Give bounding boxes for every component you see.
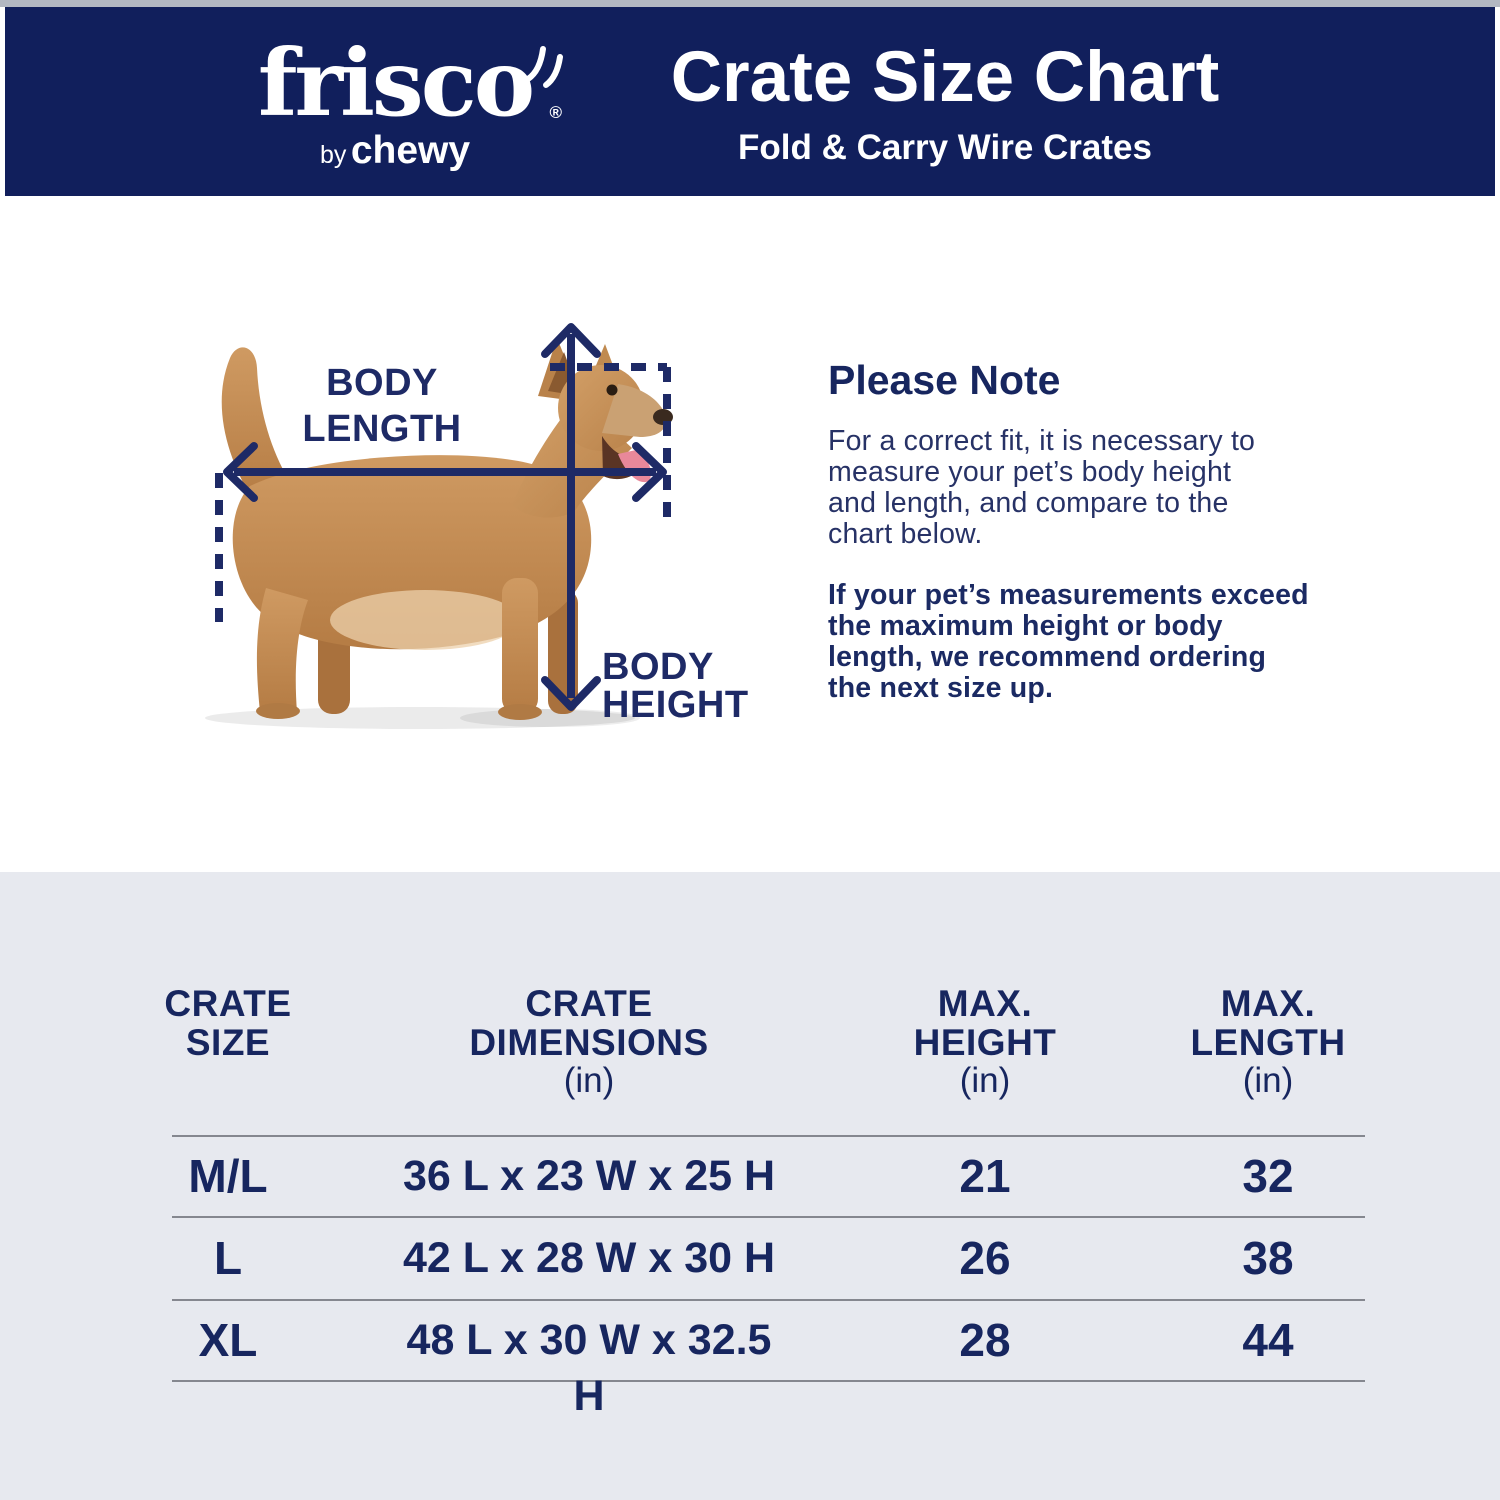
row1-max-length: 32: [1242, 1150, 1294, 1202]
table-divider: [172, 1380, 1365, 1382]
arrowhead-up: [541, 323, 601, 358]
row3-dimensions: 48 L x 30 W x 32.5 H: [406, 1316, 772, 1420]
registered-mark: ®: [549, 103, 563, 122]
row1-size: M/L: [188, 1150, 268, 1202]
frisco-wordmark: frisco ®: [258, 37, 564, 129]
dog-belly: [330, 590, 520, 650]
note-p2-line: length, we recommend ordering: [828, 641, 1267, 673]
row2-size: L: [213, 1232, 243, 1284]
col3-line1: MAX.: [937, 983, 1033, 1024]
row3-size: XL: [198, 1314, 258, 1366]
dog-paw: [498, 704, 542, 720]
note-p1-line: and length, and compare to the: [828, 487, 1229, 519]
table-divider: [172, 1135, 1365, 1137]
dog-eye: [606, 384, 618, 396]
header-title-block: Crate Size Chart Fold & Carry Wire Crate…: [565, 40, 1325, 167]
by-chewy-lockup: by chewy: [175, 129, 615, 173]
column-header-crate-size: CRATE SIZE: [128, 983, 328, 1063]
dog-hind-leg-near: [256, 588, 308, 712]
note-p1-line: For a correct fit, it is necessary to: [828, 425, 1256, 457]
frisco-logo: frisco ® by chewy: [175, 37, 615, 173]
col4-line1: MAX.: [1220, 983, 1316, 1024]
dog-muzzle: [602, 384, 667, 437]
body-length-line1: BODY: [326, 362, 438, 404]
row3-max-length: 44: [1242, 1314, 1294, 1366]
dog-paw: [256, 703, 300, 719]
body-height-line2: HEIGHT: [602, 684, 749, 726]
col1-line1: CRATE: [164, 983, 292, 1024]
note-p2-line: the next size up.: [828, 672, 1054, 704]
table-divider: [172, 1216, 1365, 1218]
row1-max-height: 21: [959, 1150, 1011, 1202]
note-paragraph-2: If your pet’s measurements exceed the ma…: [828, 580, 1348, 704]
page-subtitle: Fold & Carry Wire Crates: [738, 128, 1152, 167]
arrowhead-down: [541, 676, 601, 711]
header-banner: frisco ® by chewy Crate Size Chart Fold …: [5, 7, 1495, 196]
body-length-line2: LENGTH: [302, 408, 462, 450]
col2-line2: DIMENSIONS: [469, 1021, 709, 1063]
arrowhead-left: [223, 442, 258, 502]
column-header-crate-dimensions: CRATE DIMENSIONS (in): [389, 983, 789, 1101]
col4-line2: LENGTH: [1190, 1021, 1346, 1063]
body-height-label: BODY HEIGHT: [602, 648, 902, 724]
top-border-strip: [0, 0, 1500, 7]
measurement-arrows: [215, 323, 671, 711]
logo-swash-icon: [525, 46, 564, 88]
row1-dimensions: 36 L x 23 W x 25 H: [402, 1152, 776, 1200]
body-length-label: BODY LENGTH: [252, 360, 512, 452]
dog-measurement-illustration: [205, 323, 673, 729]
dog-body: [232, 455, 592, 650]
page-title: Crate Size Chart: [670, 38, 1220, 117]
table-divider: [172, 1299, 1365, 1301]
column-header-max-length: MAX. LENGTH (in): [1118, 983, 1418, 1101]
note-heading: Please Note: [828, 357, 1061, 403]
note-paragraph-1: For a correct fit, it is necessary to me…: [828, 426, 1348, 550]
col3-unit: (in): [959, 1061, 1011, 1100]
brand-name: frisco: [257, 29, 535, 137]
col1-line2: SIZE: [185, 1021, 271, 1063]
arrowhead-right: [632, 442, 667, 502]
chewy-brand-text: chewy: [350, 129, 471, 172]
body-height-line1: BODY: [602, 646, 714, 688]
dog-front-leg-near: [502, 578, 538, 714]
row2-dimensions: 42 L x 28 W x 30 H: [402, 1234, 776, 1282]
row2-max-length: 38: [1242, 1232, 1294, 1284]
note-panel: Please Note For a correct fit, it is nec…: [828, 358, 1348, 704]
col3-line2: HEIGHT: [913, 1021, 1057, 1063]
note-p1-line: measure your pet’s body height: [828, 456, 1232, 488]
note-p2-line: the maximum height or body: [828, 610, 1223, 642]
note-p2-line: If your pet’s measurements exceed: [828, 579, 1309, 611]
row3-max-height: 28: [959, 1314, 1011, 1366]
column-header-max-height: MAX. HEIGHT (in): [835, 983, 1135, 1101]
note-p1-line: chart below.: [828, 518, 983, 550]
by-text: by: [319, 141, 347, 169]
col2-unit: (in): [563, 1061, 615, 1100]
col4-unit: (in): [1242, 1061, 1294, 1100]
row2-max-height: 26: [959, 1232, 1011, 1284]
col2-line1: CRATE: [525, 983, 653, 1024]
size-table-section: [0, 872, 1500, 1500]
